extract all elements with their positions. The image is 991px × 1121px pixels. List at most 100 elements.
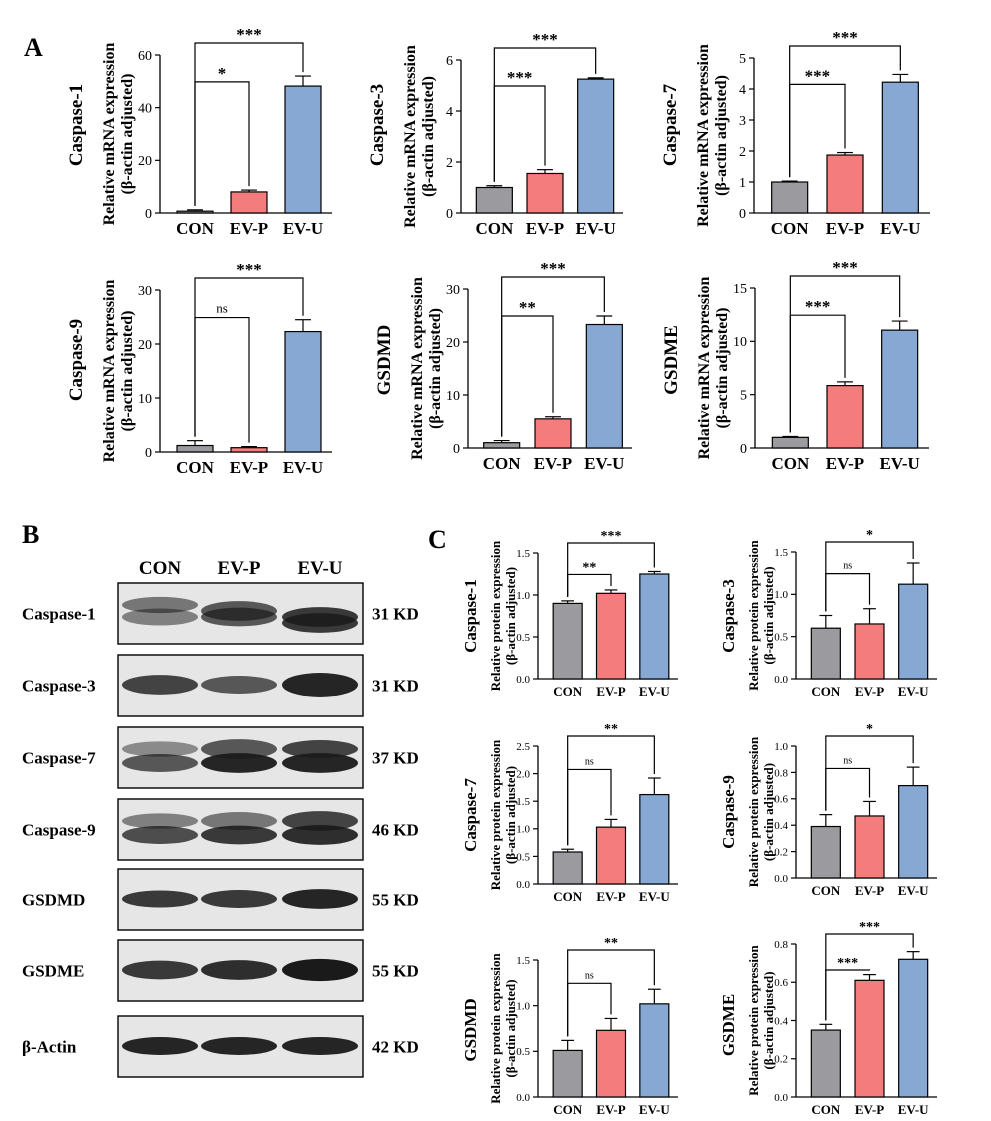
bar-chart: 0.0 0.5 1.0 1.5 CON EV-P EV-U ns * Relative prote… bbox=[719, 528, 937, 699]
x-tick-label: EV-U bbox=[639, 1102, 670, 1117]
bar-con bbox=[176, 444, 214, 453]
bar-con bbox=[552, 851, 583, 885]
bar-ev-u bbox=[898, 958, 929, 1098]
chart-title: Caspase-1 bbox=[461, 579, 480, 653]
y-tick-label: 0 bbox=[145, 446, 152, 461]
bar-ev-u bbox=[639, 793, 670, 885]
significance-bracket bbox=[567, 735, 655, 846]
bar-chart: 0 5 10 15 CON EV-P EV-U *** *** Relative mRNA exp… bbox=[661, 258, 929, 473]
significance-label: *** bbox=[805, 297, 831, 316]
y-axis-label-line2: (β-actin adjusted) bbox=[761, 971, 776, 1069]
bar-con bbox=[771, 181, 809, 214]
y-tick-label: 1.0 bbox=[516, 590, 530, 602]
y-tick-label: 20 bbox=[446, 336, 460, 351]
protein-label: Caspase-7 bbox=[22, 749, 96, 768]
significance-bracket bbox=[493, 47, 597, 182]
x-tick-label: EV-U bbox=[584, 454, 624, 473]
significance-label: ** bbox=[604, 936, 618, 951]
x-tick-label: EV-U bbox=[639, 889, 670, 904]
x-tick-label: CON bbox=[553, 684, 583, 699]
y-axis-label-line1: Relative protein expression bbox=[488, 540, 503, 691]
y-tick-label: 60 bbox=[138, 49, 152, 64]
significance-label: ns bbox=[843, 755, 852, 766]
significance-bracket bbox=[825, 572, 871, 612]
y-tick-label: 2 bbox=[739, 145, 746, 160]
y-tick-label: 1.0 bbox=[774, 741, 788, 753]
molecular-weight-label: 42 KD bbox=[372, 1038, 419, 1057]
protein-band bbox=[201, 890, 277, 908]
y-tick-label: 30 bbox=[446, 283, 460, 298]
y-axis-label-line2: (β-actin adjusted) bbox=[503, 766, 518, 864]
significance-label: ** bbox=[519, 298, 536, 317]
significance-label: *** bbox=[236, 260, 262, 279]
protein-band bbox=[201, 960, 277, 980]
blot-row: GSDMD 55 KD bbox=[22, 868, 419, 931]
panel-label-c: C bbox=[428, 525, 447, 554]
bar-ev-u bbox=[898, 784, 929, 879]
chart-title: GSDME bbox=[661, 325, 682, 395]
significance-bracket bbox=[501, 276, 605, 437]
bar-ev-p bbox=[854, 979, 885, 1098]
blot-row: Caspase-1 31 KD bbox=[22, 582, 419, 645]
x-tick-label: EV-P bbox=[526, 219, 564, 238]
y-axis-label-line1: Relative protein expression bbox=[488, 953, 503, 1104]
bar-con bbox=[483, 442, 521, 449]
bar-ev-p bbox=[595, 826, 627, 885]
y-axis-label-line1: Relative protein expression bbox=[746, 540, 761, 691]
y-tick-label: 0.2 bbox=[774, 846, 788, 858]
protein-band bbox=[282, 889, 358, 909]
y-tick-label: 10 bbox=[733, 335, 747, 350]
y-tick-label: 15 bbox=[733, 282, 747, 297]
bar-ev-p bbox=[595, 592, 627, 680]
protein-band bbox=[201, 753, 277, 773]
molecular-weight-label: 46 KD bbox=[372, 821, 419, 840]
bar-ev-p bbox=[826, 385, 864, 449]
y-tick-label: 0.0 bbox=[774, 1092, 788, 1104]
x-tick-label: EV-P bbox=[855, 1102, 884, 1117]
y-tick-label: 1.5 bbox=[774, 547, 788, 559]
y-tick-label: 0.5 bbox=[516, 632, 530, 644]
protein-band bbox=[201, 1037, 277, 1055]
significance-bracket bbox=[825, 541, 914, 612]
bar-con bbox=[810, 825, 841, 879]
y-tick-label: 0 bbox=[740, 442, 747, 457]
y-tick-label: 30 bbox=[138, 284, 152, 299]
significance-label: * bbox=[866, 528, 873, 543]
x-tick-label: EV-P bbox=[230, 458, 268, 477]
x-tick-label: EV-U bbox=[898, 684, 929, 699]
protein-band bbox=[282, 607, 358, 627]
protein-label: Caspase-3 bbox=[22, 677, 96, 696]
x-tick-label: CON bbox=[483, 454, 522, 473]
y-tick-label: 0.8 bbox=[774, 767, 788, 779]
y-tick-label: 10 bbox=[138, 392, 152, 407]
bar-chart: 0 2 4 6 CON EV-P EV-U *** *** Relative mRNA expre… bbox=[367, 30, 623, 238]
bar-ev-u bbox=[585, 323, 623, 449]
x-tick-label: EV-P bbox=[534, 454, 572, 473]
y-axis-label-line1: Relative protein expression bbox=[746, 945, 761, 1096]
blot-row: GSDME 55 KD bbox=[22, 939, 419, 1002]
y-axis-label-line1: Relative mRNA expression bbox=[402, 45, 419, 228]
significance-bracket bbox=[789, 45, 901, 178]
protein-band bbox=[201, 676, 277, 694]
significance-label: *** bbox=[832, 258, 858, 277]
protein-label: Caspase-1 bbox=[22, 605, 96, 624]
y-axis-label-line1: Relative mRNA expression bbox=[696, 277, 713, 460]
protein-label: β-Actin bbox=[22, 1038, 77, 1057]
protein-label: Caspase-9 bbox=[22, 821, 96, 840]
x-tick-label: EV-U bbox=[576, 219, 616, 238]
significance-label: ** bbox=[604, 722, 618, 737]
y-tick-label: 0.0 bbox=[516, 879, 530, 891]
protein-label: GSDME bbox=[22, 962, 84, 981]
y-tick-label: 0.0 bbox=[516, 1092, 530, 1104]
chart-title: GSDMD bbox=[461, 998, 480, 1061]
bar-ev-u bbox=[284, 330, 322, 453]
y-axis-label-line2: (β-actin adjusted) bbox=[503, 979, 518, 1077]
bar-chart: 0.0 0.5 1.0 1.5 CON EV-P EV-U ns ** Relative prot… bbox=[461, 936, 678, 1117]
lane-label: CON bbox=[139, 558, 182, 579]
x-tick-label: CON bbox=[475, 219, 514, 238]
protein-band bbox=[282, 958, 358, 982]
significance-bracket bbox=[567, 542, 655, 597]
y-tick-label: 1.5 bbox=[516, 796, 530, 808]
significance-bracket bbox=[825, 933, 914, 1021]
